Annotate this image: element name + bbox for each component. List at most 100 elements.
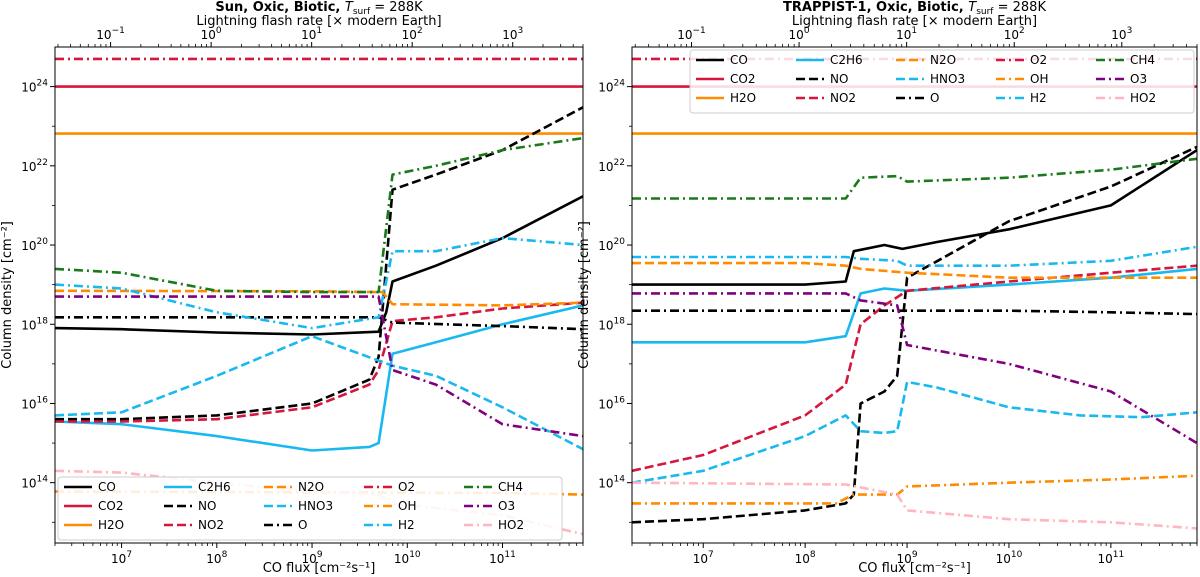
series-line-n2o (632, 261, 1197, 279)
top-axis-label: Lightning flash rate [× modern Earth] (792, 14, 1037, 29)
series-line-hno3 (55, 334, 583, 451)
legend-label-o3: O3 (498, 499, 515, 513)
legend-label-h2: H2 (1030, 91, 1047, 105)
top-axis-label: Lightning flash rate [× modern Earth] (196, 14, 441, 29)
legend-label-o: O (298, 518, 307, 532)
series-lines (632, 57, 1197, 530)
chart-panel-2: 107 108 109 1010 1011 10−1 100 101 102 103 1014 101… (577, 0, 1198, 576)
legend-label-oh: OH (1030, 72, 1048, 86)
series-line-o (632, 309, 1197, 316)
top-tick-label: 100 (789, 26, 810, 42)
series-line-no (55, 106, 583, 421)
legend-label-o3: O3 (1130, 72, 1147, 86)
series-line-no2 (55, 301, 583, 423)
series-line-ho2 (632, 481, 1197, 530)
legend-label-co: CO (98, 480, 116, 494)
x-tick-label: 107 (693, 550, 714, 566)
legend-label-hno3: HNO3 (930, 72, 965, 86)
legend: CO CO2 H2O C2H6 NO NO2 N2O HNO3 O O2 OH H2 CH4 O3 HO2 (57, 476, 563, 541)
legend-label-no: NO (830, 72, 848, 86)
series-line-c2h6 (55, 304, 583, 452)
legend-label-co: CO (730, 53, 748, 67)
legend-label-ch4: CH4 (1130, 53, 1155, 67)
legend-label-n2o: N2O (930, 53, 956, 67)
y-tick-label: 1020 (21, 237, 48, 253)
legend-label-o2: O2 (398, 480, 415, 494)
y-axis-label: Column density [cm⁻²] (0, 221, 15, 369)
x-tick-label: 108 (795, 550, 816, 566)
legend-label-c2h6: C2H6 (830, 53, 863, 67)
x-tick-label: 1010 (394, 550, 421, 566)
plot-frame (54, 46, 584, 544)
chart-panel-1: 107 108 109 1010 1011 10−1 100 101 102 103 1014 101… (0, 0, 584, 576)
y-tick-label: 1024 (598, 79, 625, 95)
y-tick-label: 1018 (21, 316, 48, 332)
chart-title: TRAPPIST-1, Oxic, Biotic, Tsurf = 288K (783, 0, 1046, 17)
top-tick-label: 100 (201, 26, 222, 42)
series-line-hno3 (632, 380, 1197, 484)
series-lines (55, 57, 583, 536)
series-line-h2 (632, 245, 1197, 267)
y-tick-label: 1016 (598, 395, 625, 411)
legend-label-h2o: H2O (730, 91, 756, 105)
legend-label-h2: H2 (398, 518, 415, 532)
top-tick-label: 102 (1004, 26, 1025, 42)
x-tick-label: 108 (206, 550, 227, 566)
legend-label-ho2: HO2 (498, 518, 524, 532)
y-tick-label: 1022 (598, 158, 625, 174)
top-tick-label: 10−1 (96, 26, 125, 42)
top-tick-label: 10−1 (677, 26, 706, 42)
series-line-o3 (632, 292, 1197, 445)
legend-label-co2: CO2 (98, 499, 123, 513)
x-tick-label: 109 (302, 550, 323, 566)
series-line-co (55, 195, 583, 336)
y-tick-label: 1014 (598, 475, 625, 491)
legend-label-co2: CO2 (730, 72, 755, 86)
legend: CO CO2 H2O C2H6 NO NO2 N2O HNO3 O O2 OH H2 CH4 O3 HO2 (689, 49, 1195, 114)
top-tick-label: 102 (402, 26, 423, 42)
legend-label-ch4: CH4 (498, 480, 523, 494)
series-line-o3 (55, 295, 583, 438)
x-axis-label: CO flux [cm⁻²s⁻¹] (263, 561, 376, 576)
top-tick-label: 103 (502, 26, 523, 42)
series-line-no (632, 145, 1197, 524)
legend-label-c2h6: C2H6 (198, 480, 231, 494)
x-tick-label: 107 (111, 550, 132, 566)
series-line-co (632, 149, 1197, 286)
series-line-ch4 (55, 136, 583, 294)
series-line-c2h6 (632, 267, 1197, 344)
legend-label-no2: NO2 (830, 91, 856, 105)
x-tick-label: 109 (897, 550, 918, 566)
series-line-oh (632, 474, 1197, 505)
x-axis-label: CO flux [cm⁻²s⁻¹] (858, 561, 971, 576)
y-tick-label: 1018 (598, 316, 625, 332)
top-tick-label: 101 (896, 26, 917, 42)
y-tick-label: 1020 (598, 237, 625, 253)
y-tick-label: 1016 (21, 395, 48, 411)
chart-title: Sun, Oxic, Biotic, Tsurf = 288K (215, 0, 423, 17)
x-tick-label: 1010 (996, 550, 1023, 566)
top-tick-label: 101 (301, 26, 322, 42)
legend-label-h2o: H2O (98, 518, 124, 532)
legend-label-o: O (930, 91, 939, 105)
legend-label-no: NO (198, 499, 216, 513)
series-line-ch4 (632, 157, 1197, 200)
legend-label-o2: O2 (1030, 53, 1047, 67)
series-line-h2 (55, 236, 583, 330)
x-tick-label: 1011 (489, 550, 516, 566)
y-axis-label: Column density [cm⁻²] (577, 221, 592, 369)
top-tick-label: 103 (1111, 26, 1132, 42)
x-tick-label: 1011 (1098, 550, 1125, 566)
legend-label-no2: NO2 (198, 518, 224, 532)
legend-label-hno3: HNO3 (298, 499, 333, 513)
legend-label-ho2: HO2 (1130, 91, 1156, 105)
series-line-no2 (632, 264, 1197, 473)
plot-frame (631, 46, 1198, 544)
legend-label-n2o: N2O (298, 480, 324, 494)
legend-label-oh: OH (398, 499, 416, 513)
y-tick-label: 1014 (21, 475, 48, 491)
y-tick-label: 1022 (21, 158, 48, 174)
y-tick-label: 1024 (21, 79, 48, 95)
series-line-o (55, 316, 583, 331)
